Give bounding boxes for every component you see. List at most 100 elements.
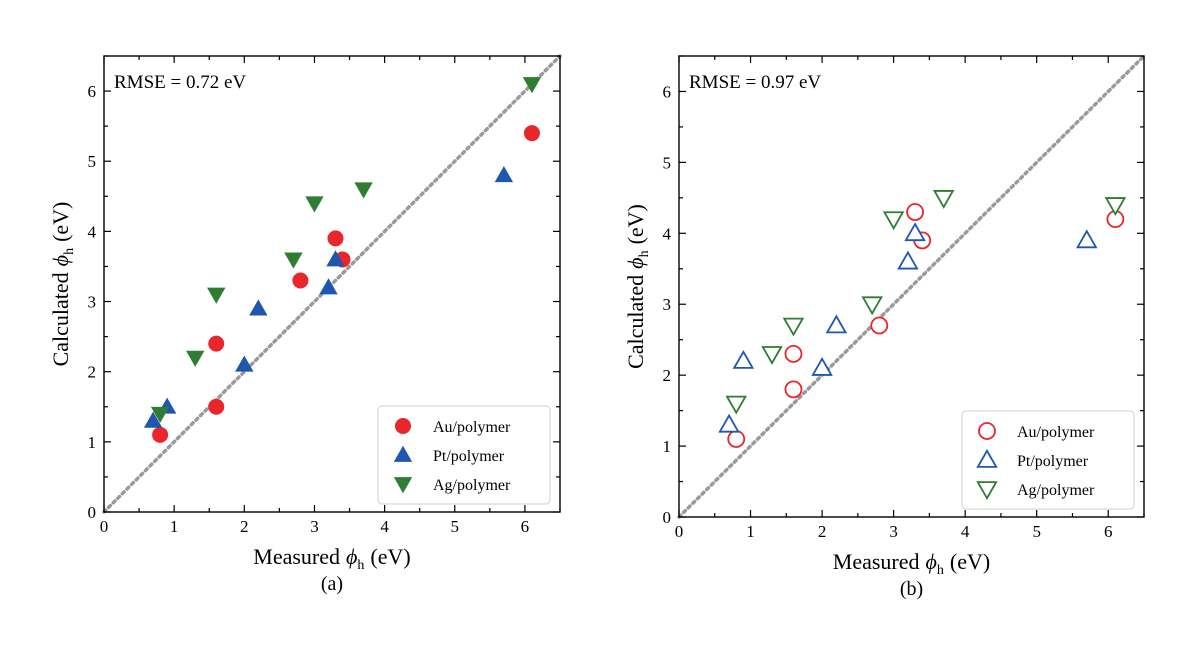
data-point [319,278,338,295]
data-point [725,395,747,415]
plot-frame [678,55,1145,518]
x-tick-label: 1 [170,517,179,536]
y-axis-label-main: Calculated [623,275,648,369]
plot-frame [103,55,561,513]
legend: Au/polymer Pt/polymer Ag/polymer [961,410,1135,510]
data-point [305,196,324,213]
y-axis-label-subscript: h [62,248,77,255]
legend-label: Pt/polymer [433,448,505,465]
legend-marker-ag-polymer [393,477,413,494]
x-tick-label: 6 [521,517,530,536]
y-axis-label-subscript: h [637,250,652,257]
data-point [811,357,833,376]
x-axis-label-subscript: h [937,563,944,578]
y-tick-label: 0 [663,508,672,527]
x-tick-label: 6 [1104,522,1113,541]
data-point [825,314,848,334]
data-point [718,413,740,433]
y-axis-label-unit: (eV) [48,202,73,242]
x-axis-label: Measured ϕh (eV) [253,544,410,573]
y-tick-label: 0 [88,503,97,522]
panel-label: (a) [321,573,343,595]
x-axis-label-unit: (eV) [950,549,990,574]
data-point [882,211,905,231]
x-tick-label: 0 [675,522,684,541]
data-point [150,406,170,423]
data-point [761,346,783,365]
legend-label: Ag/polymer [433,477,511,494]
legend-label: Ag/polymer [1017,482,1095,499]
data-point [143,411,163,428]
rmse-annotation: RMSE = 0.72 eV [114,72,246,93]
series-au-polymer [152,125,540,443]
x-axis-label-main: Measured [253,544,340,569]
legend-marker-pt-polymer [976,448,998,468]
legend-box [377,405,551,505]
chart-panel-b: 0 1 2 3 4 5 6 0 1 2 3 4 5 6 RMSE = 0.97 eV Au/polymer Pt… [623,54,1146,600]
data-point [207,287,226,304]
data-point [522,77,542,94]
y-tick-label: 6 [663,82,672,101]
x-axis-label-symbol: ϕ [926,549,937,574]
series-ag-polymer [150,77,542,423]
data-point [249,299,268,316]
legend-marker-au-polymer [395,418,411,434]
x-tick-label: 2 [240,517,249,536]
chart-panel-a: 0 1 2 3 4 5 6 0 1 2 3 4 5 6 RMSE = 0.72 eV Au/polymer Pt… [48,54,562,595]
legend-label: Pt/polymer [1017,453,1089,470]
data-point [523,125,540,142]
series-ag-polymer [725,190,1127,415]
data-point [870,316,889,335]
x-tick-label: 2 [818,522,827,541]
data-point [326,250,345,267]
data-point [861,296,883,316]
y-axis-label-unit: (eV) [623,204,648,244]
data-point [897,250,919,270]
y-axis-label-symbol: ϕ [48,255,73,266]
legend-marker-pt-polymer [393,445,413,462]
data-point [782,317,805,337]
legend-label: Au/polymer [1017,424,1095,441]
y-tick-label: 3 [88,293,97,312]
y-tick-label: 5 [663,153,672,172]
x-tick-label: 0 [100,517,109,536]
y-tick-label: 4 [88,222,97,241]
legend-label: Au/polymer [433,419,511,436]
legend-marker-au-polymer [978,422,996,440]
data-point [494,166,514,183]
legend: Au/polymer Pt/polymer Ag/polymer [377,405,551,505]
x-axis-label-main: Measured [833,549,920,574]
x-tick-label: 4 [380,517,389,536]
y-axis-label: Calculated ϕh (eV) [623,204,652,369]
data-point [727,430,746,448]
y-tick-label: 2 [663,366,672,385]
x-tick-label: 5 [1032,522,1041,541]
rmse-annotation: RMSE = 0.97 eV [689,72,821,93]
legend-marker-ag-polymer [976,481,998,501]
data-point [906,203,924,221]
x-tick-label: 3 [889,522,898,541]
x-tick-label: 4 [961,522,970,541]
data-point [784,380,803,399]
y-axis-label-main: Calculated [48,272,73,366]
y-axis-label-symbol: ϕ [623,257,648,268]
x-axis-label: Measured ϕh (eV) [833,549,990,578]
x-axis-label-symbol: ϕ [346,544,357,569]
data-point [208,335,225,352]
data-point [932,190,955,209]
y-tick-label: 5 [88,152,97,171]
x-tick-label: 3 [310,517,319,536]
data-point [235,355,254,372]
data-point [152,426,169,443]
y-tick-label: 2 [88,363,97,382]
y-tick-label: 1 [663,437,672,456]
panel-label: (b) [900,578,923,600]
data-point [292,272,309,289]
y-tick-label: 3 [663,295,672,314]
x-axis-label-unit: (eV) [370,544,410,569]
data-point [186,350,205,367]
data-point [354,182,373,199]
data-point [732,349,755,369]
